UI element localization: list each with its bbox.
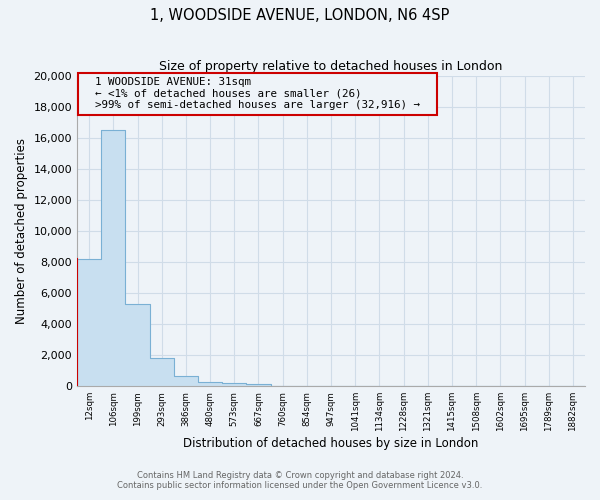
X-axis label: Distribution of detached houses by size in London: Distribution of detached houses by size …	[184, 437, 479, 450]
Bar	[198, 382, 222, 386]
Bar	[174, 376, 198, 386]
Text: 1 WOODSIDE AVENUE: 31sqm  
  ← <1% of detached houses are smaller (26)  
  >99% : 1 WOODSIDE AVENUE: 31sqm ← <1% of detach…	[82, 77, 433, 110]
Text: 1, WOODSIDE AVENUE, LONDON, N6 4SP: 1, WOODSIDE AVENUE, LONDON, N6 4SP	[151, 8, 449, 22]
Y-axis label: Number of detached properties: Number of detached properties	[15, 138, 28, 324]
Text: Contains HM Land Registry data © Crown copyright and database right 2024.
Contai: Contains HM Land Registry data © Crown c…	[118, 470, 482, 490]
Bar	[101, 130, 125, 386]
Bar	[77, 259, 101, 386]
Title: Size of property relative to detached houses in London: Size of property relative to detached ho…	[160, 60, 503, 73]
Bar	[149, 358, 174, 386]
Bar	[125, 304, 149, 386]
Bar	[247, 384, 271, 386]
Bar	[222, 383, 247, 386]
